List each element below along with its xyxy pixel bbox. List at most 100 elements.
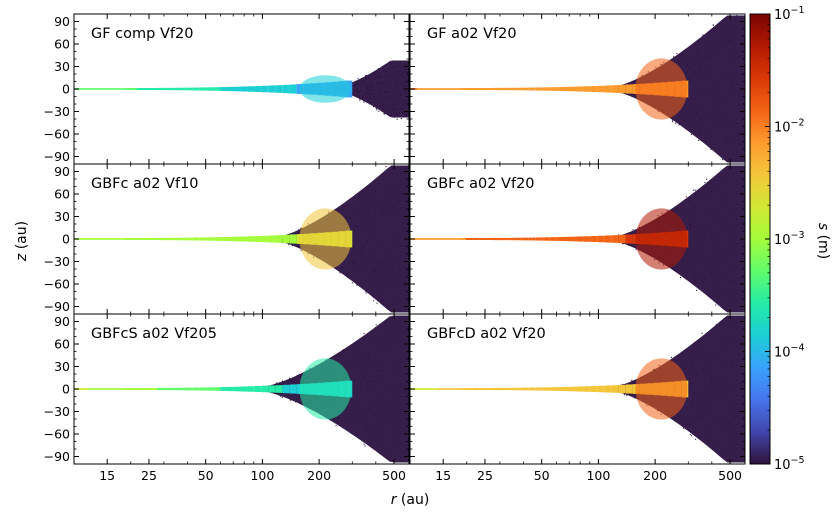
- halo-point: [695, 276, 697, 278]
- halo-point: [336, 420, 338, 422]
- halo-point: [728, 39, 730, 42]
- halo-point: [678, 124, 680, 126]
- halo-point: [390, 115, 392, 117]
- disk-segment: [234, 86, 241, 92]
- disk-glow: [299, 208, 352, 270]
- disk-segment: [625, 384, 633, 394]
- disk-segment: [129, 88, 137, 90]
- halo-point: [698, 51, 700, 54]
- disk-segment: [171, 87, 179, 91]
- halo-point: [378, 296, 380, 299]
- disk-segment: [507, 387, 515, 391]
- disk-segment: [136, 88, 144, 90]
- halo-point: [717, 176, 719, 178]
- disk-segment: [227, 386, 235, 392]
- halo-point: [731, 460, 733, 462]
- halo-point: [729, 136, 732, 138]
- halo-point: [353, 413, 355, 415]
- halo-point: [691, 401, 694, 403]
- halo-point: [388, 255, 390, 257]
- halo-point: [395, 195, 397, 197]
- halo-point: [713, 379, 715, 381]
- y-axis-label: z (au): [14, 221, 30, 262]
- halo-point: [702, 282, 704, 284]
- halo-point: [385, 107, 387, 109]
- halo-point: [717, 241, 719, 243]
- halo-point: [622, 383, 624, 385]
- panel-5: 90 60 30 0 −30 −60 −90 15 25 50 100 200 500 GBFcS a02…: [44, 313, 410, 483]
- x-tick-label: 100: [586, 468, 610, 483]
- halo-point: [354, 81, 356, 83]
- halo-point: [704, 181, 706, 184]
- x-tick-label: 25: [477, 468, 493, 483]
- halo-point: [402, 192, 405, 194]
- halo-point: [298, 373, 300, 375]
- disk-segment: [94, 238, 102, 240]
- halo-point: [397, 325, 399, 327]
- halo-point: [382, 103, 384, 105]
- halo-point: [385, 99, 387, 101]
- halo-point: [395, 96, 397, 98]
- halo-point: [700, 106, 703, 108]
- halo-point: [382, 273, 384, 275]
- halo-point: [682, 260, 685, 262]
- disk-segment: [416, 238, 424, 240]
- halo-point: [724, 293, 726, 295]
- halo-point: [366, 96, 368, 98]
- panel-2: GF a02 Vf20: [409, 13, 746, 165]
- disk-segment: [122, 238, 130, 240]
- disk-segment: [493, 387, 501, 391]
- halo-point: [361, 80, 363, 82]
- disk-segment: [570, 236, 577, 242]
- halo-point: [729, 421, 731, 423]
- disk-segment: [535, 237, 543, 241]
- halo-point: [385, 96, 387, 98]
- halo-point: [396, 200, 398, 202]
- halo-point: [366, 204, 368, 206]
- disk-segment: [563, 386, 571, 392]
- halo-point: [378, 82, 380, 84]
- halo-point: [394, 401, 396, 403]
- disk-segment: [136, 238, 144, 240]
- halo-point: [359, 197, 361, 199]
- halo-point: [368, 98, 370, 100]
- disk-segment: [542, 237, 550, 241]
- disk-segment: [451, 88, 459, 90]
- halo-point: [688, 423, 691, 426]
- disk-segment: [199, 237, 207, 241]
- halo-point: [385, 166, 387, 168]
- disk-segment: [563, 86, 571, 92]
- halo-point: [708, 49, 710, 52]
- halo-point: [395, 369, 397, 371]
- halo-point: [734, 297, 737, 299]
- halo-point: [381, 431, 383, 434]
- halo-point: [700, 38, 702, 41]
- halo-point: [375, 98, 377, 100]
- y-tick-label: −30: [44, 404, 70, 419]
- halo-point: [363, 92, 365, 94]
- halo-point: [341, 209, 343, 211]
- halo-point: [361, 96, 363, 98]
- halo-point: [689, 385, 691, 388]
- halo-point: [742, 26, 744, 28]
- halo-point: [356, 80, 358, 82]
- halo-point: [375, 82, 377, 84]
- halo-point: [391, 105, 394, 107]
- colorbar: 10−1 10−2 10−3 10−4 10−5: [749, 5, 805, 473]
- halo-point: [396, 116, 398, 118]
- svg-text:z (au): z (au): [14, 221, 30, 262]
- halo-point: [739, 382, 741, 384]
- halo-point: [696, 57, 698, 59]
- halo-point: [401, 109, 403, 112]
- disk-glow: [635, 208, 688, 270]
- halo-point: [351, 419, 353, 421]
- halo-point: [729, 74, 732, 76]
- halo-point: [362, 416, 364, 418]
- halo-point: [376, 71, 379, 73]
- colorbar-tick-label: 10−5: [774, 455, 805, 473]
- halo-point: [393, 341, 395, 344]
- halo-point: [296, 375, 298, 377]
- disk-segment: [465, 238, 473, 240]
- halo-point: [735, 340, 737, 342]
- disk-segment: [570, 386, 577, 392]
